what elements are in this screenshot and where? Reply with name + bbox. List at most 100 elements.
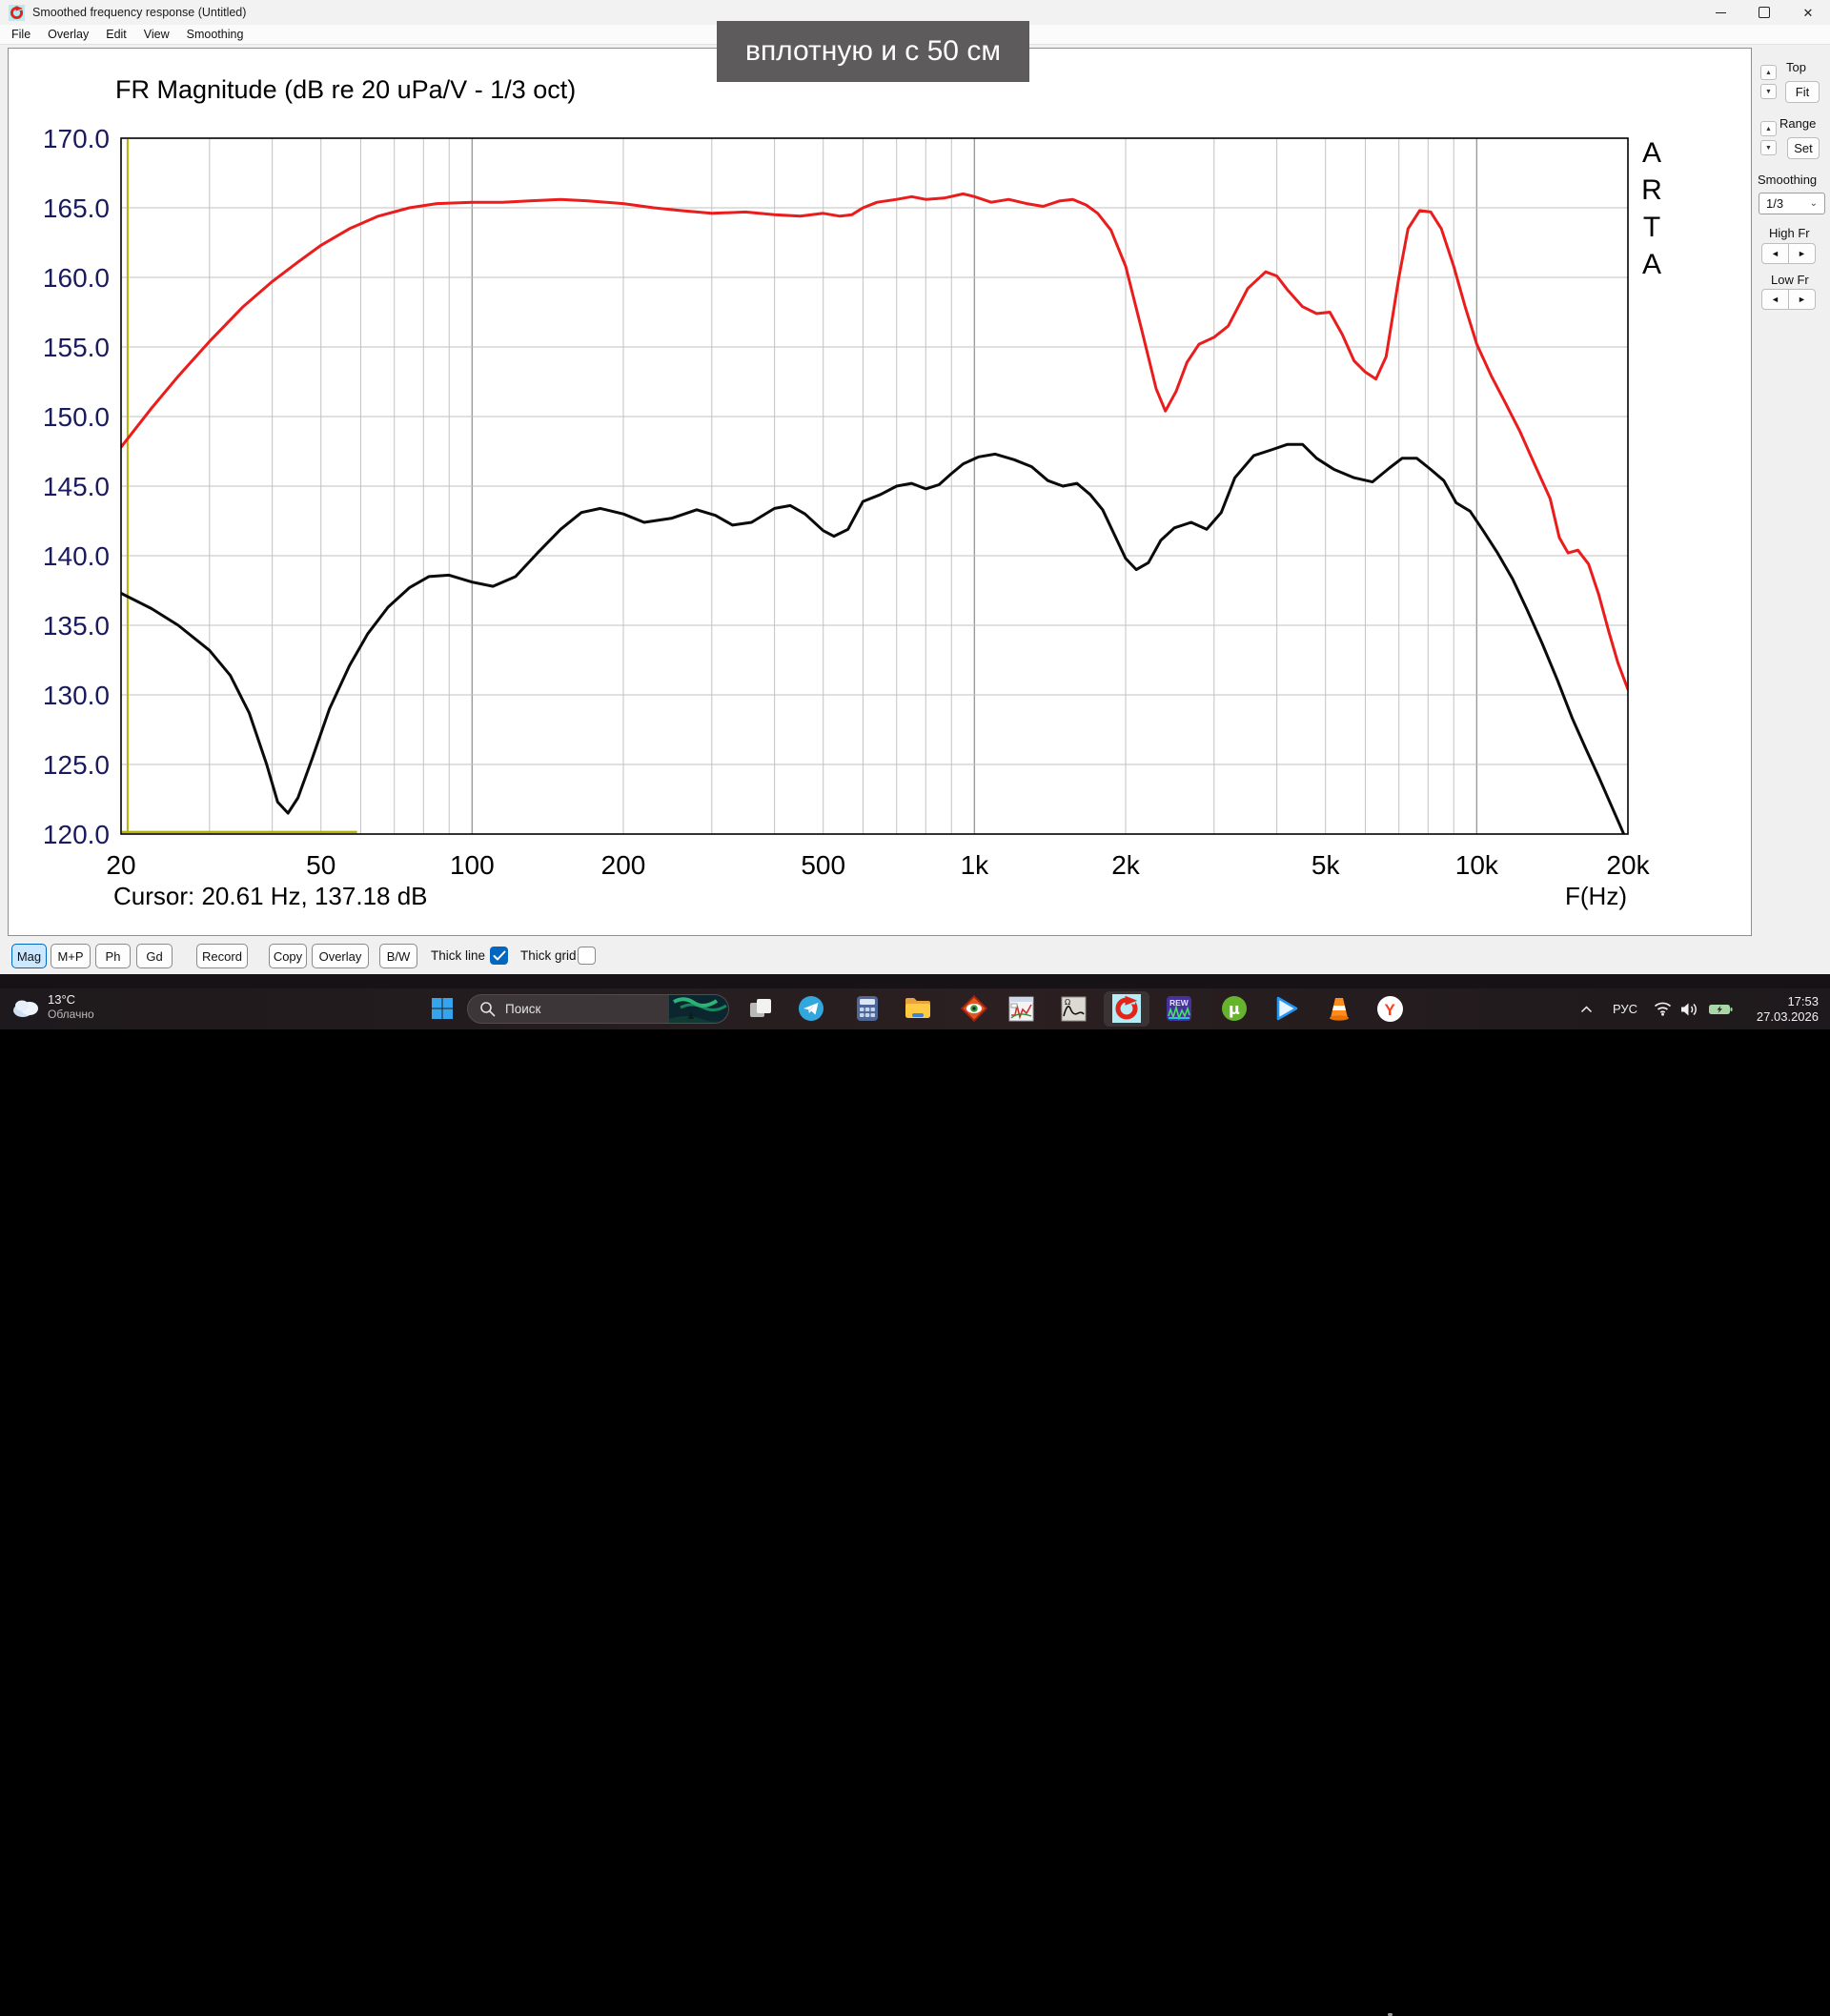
arta-app-icon bbox=[9, 4, 25, 21]
svg-text:Ω: Ω bbox=[1065, 998, 1070, 1007]
title-bar: Smoothed frequency response (Untitled) ✕ bbox=[0, 0, 1830, 25]
x-tick-label: 50 bbox=[306, 850, 336, 880]
chevron-up-icon bbox=[1581, 1005, 1593, 1012]
check-icon bbox=[493, 950, 506, 961]
eye-app-button[interactable] bbox=[960, 994, 988, 1023]
smoothing-dropdown[interactable]: 1/3 ⌄ bbox=[1759, 193, 1825, 214]
thick-grid-checkbox[interactable] bbox=[578, 947, 596, 965]
volume-indicator[interactable] bbox=[1676, 1002, 1704, 1017]
search-placeholder: Поиск bbox=[505, 1002, 541, 1016]
search-input[interactable]: Поиск bbox=[467, 994, 729, 1024]
svg-text:µ: µ bbox=[1229, 1000, 1240, 1018]
impedance-app-icon: Ω bbox=[1061, 996, 1086, 1021]
task-view-button[interactable] bbox=[746, 994, 775, 1023]
x-tick-label: 20k bbox=[1606, 850, 1650, 880]
utorrent-button[interactable]: µ bbox=[1220, 994, 1249, 1023]
desktop-sliver bbox=[0, 974, 1830, 988]
m-plus-p-button[interactable]: M+P bbox=[51, 944, 91, 968]
menu-view[interactable]: View bbox=[143, 27, 170, 41]
gd-button[interactable]: Gd bbox=[136, 944, 173, 968]
eye-badge-icon bbox=[961, 995, 987, 1022]
x-tick-label: 100 bbox=[450, 850, 495, 880]
x-tick-label: 500 bbox=[801, 850, 845, 880]
fr-chart-canvas[interactable]: 20 50 100 200 500 1k 2k 5k 10k 20k 120.0 125.0 130.0… bbox=[9, 49, 1751, 935]
speaker-icon bbox=[1681, 1003, 1697, 1015]
high-fr-left-button[interactable]: ◄ bbox=[1761, 243, 1789, 264]
clock[interactable]: 17:53 27.03.2026 bbox=[1737, 994, 1819, 1025]
x-tick-label: 1k bbox=[961, 850, 990, 880]
high-fr-right-button[interactable]: ► bbox=[1788, 243, 1816, 264]
battery-charging-icon bbox=[1709, 1004, 1733, 1014]
menu-smoothing[interactable]: Smoothing bbox=[186, 27, 244, 41]
menu-file[interactable]: File bbox=[11, 27, 31, 41]
x-tick-label: 20 bbox=[106, 850, 135, 880]
maximize-button[interactable] bbox=[1742, 0, 1786, 25]
overlay-button[interactable]: Overlay bbox=[312, 944, 369, 968]
menu-edit[interactable]: Edit bbox=[106, 27, 127, 41]
yandex-browser-button[interactable]: Y bbox=[1375, 994, 1404, 1023]
task-view-icon bbox=[750, 999, 771, 1017]
mag-button[interactable]: Mag bbox=[11, 944, 47, 968]
weather-widget[interactable]: 13°C Облачно bbox=[11, 992, 94, 1022]
wifi-icon bbox=[1654, 1002, 1671, 1016]
top-label: Top bbox=[1786, 60, 1806, 74]
rew-icon: REW bbox=[1167, 996, 1191, 1021]
red-curve bbox=[121, 192, 1628, 691]
battery-indicator[interactable] bbox=[1704, 1003, 1737, 1016]
y-tick-label: 150.0 bbox=[43, 402, 110, 432]
bw-button[interactable]: B/W bbox=[379, 944, 417, 968]
weather-temp: 13°C bbox=[48, 992, 76, 1007]
top-up-spinner[interactable]: ▲ bbox=[1760, 65, 1777, 80]
fft-app-button[interactable] bbox=[1006, 994, 1035, 1023]
search-highlight-image bbox=[669, 995, 728, 1023]
file-explorer-button[interactable] bbox=[904, 994, 932, 1023]
telegram-button[interactable] bbox=[797, 994, 825, 1023]
language-indicator[interactable]: РУС bbox=[1612, 1002, 1637, 1016]
top-down-spinner[interactable]: ▼ bbox=[1760, 84, 1777, 99]
x-tick-label: 2k bbox=[1111, 850, 1141, 880]
tray-date: 27.03.2026 bbox=[1756, 1008, 1819, 1024]
system-tray: РУС 17:53 27.03.2026 bbox=[1573, 988, 1830, 1029]
wifi-indicator[interactable] bbox=[1649, 1002, 1676, 1016]
y-tick-label: 125.0 bbox=[43, 750, 110, 780]
tray-time: 17:53 bbox=[1787, 993, 1819, 1008]
calculator-icon bbox=[857, 996, 878, 1021]
impedance-app-button[interactable]: Ω bbox=[1059, 994, 1088, 1023]
range-up-spinner[interactable]: ▲ bbox=[1760, 121, 1777, 136]
media-player-button[interactable] bbox=[1272, 994, 1301, 1023]
vlc-button[interactable] bbox=[1325, 994, 1353, 1023]
bottom-toolbar: Mag M+P Ph Gd Record Copy Overlay B/W Th… bbox=[0, 938, 1750, 974]
minimize-icon bbox=[1715, 11, 1726, 13]
tray-chevron-button[interactable] bbox=[1573, 1005, 1601, 1013]
arta-app-button[interactable] bbox=[1112, 994, 1141, 1023]
smoothing-label: Smoothing bbox=[1758, 173, 1818, 187]
arta-taskbar-icon bbox=[1112, 994, 1141, 1023]
thick-line-checkbox[interactable] bbox=[490, 947, 508, 965]
play-triangle-icon bbox=[1276, 996, 1298, 1021]
right-control-panel: ▲ ▼ Top Fit ▲ ▼ Range Set Smoothing 1/3 … bbox=[1754, 45, 1830, 974]
y-tick-label: 165.0 bbox=[43, 193, 110, 223]
low-fr-left-button[interactable]: ◄ bbox=[1761, 289, 1789, 310]
set-button[interactable]: Set bbox=[1787, 137, 1820, 159]
low-fr-right-button[interactable]: ► bbox=[1788, 289, 1816, 310]
record-button[interactable]: Record bbox=[196, 944, 248, 968]
copy-button[interactable]: Copy bbox=[269, 944, 307, 968]
range-down-spinner[interactable]: ▼ bbox=[1760, 140, 1777, 155]
calculator-button[interactable] bbox=[853, 994, 882, 1023]
annotation-note: вплотную и с 50 см bbox=[717, 21, 1029, 82]
taskbar: 13°C Облачно Поиск bbox=[0, 988, 1830, 2016]
close-button[interactable]: ✕ bbox=[1786, 0, 1830, 25]
fit-button[interactable]: Fit bbox=[1785, 81, 1820, 103]
minimize-button[interactable] bbox=[1698, 0, 1742, 25]
rew-app-button[interactable]: REW bbox=[1165, 994, 1193, 1023]
y-tick-label: 145.0 bbox=[43, 472, 110, 501]
fft-app-icon bbox=[1008, 996, 1033, 1021]
thick-grid-label: Thick grid bbox=[520, 948, 577, 963]
start-button[interactable] bbox=[428, 994, 457, 1023]
ph-button[interactable]: Ph bbox=[95, 944, 131, 968]
window-title: Smoothed frequency response (Untitled) bbox=[32, 6, 247, 19]
menu-overlay[interactable]: Overlay bbox=[48, 27, 90, 41]
x-tick-label: 5k bbox=[1312, 850, 1341, 880]
